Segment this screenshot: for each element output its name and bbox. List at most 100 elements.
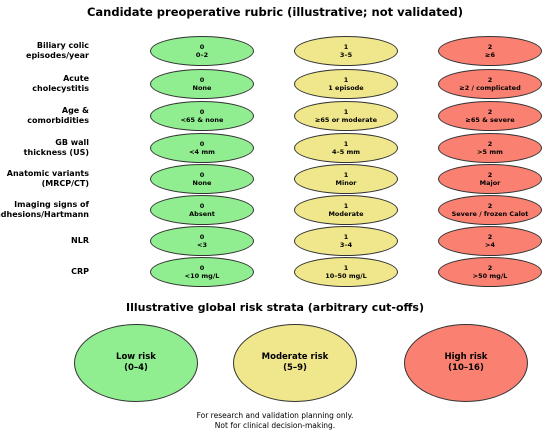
row-label-crp: CRP	[0, 267, 89, 277]
score-1-cell: 1 1 episode	[294, 69, 398, 99]
score-value: 0	[199, 42, 205, 51]
row-label-age-comorbidities: Age & comorbidities	[0, 106, 89, 126]
score-criterion: Minor	[335, 179, 357, 187]
rubric-title: Candidate preoperative rubric (illustrat…	[86, 5, 464, 19]
score-0-cell: 0 <10 mg/L	[150, 257, 254, 287]
score-criterion: 1 episode	[328, 84, 364, 92]
score-criterion: <3	[197, 241, 207, 249]
row-label-line-2: episodes/year	[26, 51, 89, 60]
row-label-gb-wall: GB wall thickness (US)	[0, 138, 89, 158]
disclaimer-footer: For research and validation planning onl…	[0, 411, 550, 430]
score-1-cell: 1 ≥65 or moderate	[294, 101, 398, 131]
score-0-cell: 0 <65 & none	[150, 101, 254, 131]
row-label-line-1: Age &	[61, 106, 89, 115]
score-value: 0	[199, 170, 205, 179]
score-value: 1	[343, 170, 349, 179]
score-value: 1	[343, 263, 349, 272]
score-2-cell: 2 >4	[438, 226, 542, 256]
score-1-cell: 1 10–50 mg/L	[294, 257, 398, 287]
score-1-cell: 1 Moderate	[294, 195, 398, 225]
low-risk-stratum: Low risk (0–4)	[74, 324, 198, 402]
score-criterion: None	[192, 179, 212, 187]
stratum-range: (5–9)	[283, 363, 307, 373]
row-label-line-2: adhesions/Hartmann	[0, 210, 89, 219]
score-criterion: 0–2	[195, 51, 209, 59]
score-value: 2	[487, 232, 493, 241]
moderate-risk-stratum: Moderate risk (5–9)	[233, 324, 357, 402]
score-criterion: Absent	[189, 210, 215, 218]
score-criterion: None	[192, 84, 212, 92]
row-label-line-2: comorbidities	[27, 116, 89, 125]
row-label-anatomic-variants: Anatomic variants (MRCP/CT)	[0, 169, 89, 189]
score-value: 2	[487, 170, 493, 179]
footer-line-1: For research and validation planning onl…	[196, 411, 354, 420]
score-2-cell: 2 ≥6	[438, 36, 542, 66]
score-2-cell: 2 ≥2 / complicated	[438, 69, 542, 99]
score-2-cell: 2 Severe / frozen Calot	[438, 195, 542, 225]
score-criterion: ≥6	[485, 51, 495, 59]
score-criterion: Moderate	[328, 210, 364, 218]
row-label-line-1: Acute	[63, 74, 89, 83]
score-value: 0	[199, 75, 205, 84]
row-label-line-1: Imaging signs of	[14, 200, 89, 209]
score-1-cell: 1 4–5 mm	[294, 133, 398, 163]
score-1-cell: 1 Minor	[294, 164, 398, 194]
row-label-biliary-colic: Biliary colic episodes/year	[0, 41, 89, 61]
stratum-range: (0–4)	[124, 363, 148, 373]
score-2-cell: 2 >50 mg/L	[438, 257, 542, 287]
score-criterion: 4–5 mm	[331, 148, 361, 156]
score-value: 0	[199, 263, 205, 272]
score-criterion: 3–5	[339, 51, 353, 59]
score-value: 2	[487, 107, 493, 116]
score-0-cell: 0 0–2	[150, 36, 254, 66]
stratum-range: (10–16)	[448, 363, 484, 373]
row-label-imaging-adhesions: Imaging signs of adhesions/Hartmann	[0, 200, 89, 220]
score-value: 1	[343, 201, 349, 210]
score-value: 1	[343, 139, 349, 148]
score-criterion: <10 mg/L	[184, 272, 220, 280]
score-value: 2	[487, 42, 493, 51]
score-criterion: 3–4	[339, 241, 353, 249]
score-criterion: >4	[485, 241, 495, 249]
score-0-cell: 0 <3	[150, 226, 254, 256]
score-criterion: Severe / frozen Calot	[451, 210, 529, 218]
score-criterion: ≥2 / complicated	[459, 84, 521, 92]
score-criterion: <65 & none	[180, 116, 224, 124]
score-criterion: ≥65 or moderate	[314, 116, 378, 124]
score-2-cell: 2 ≥65 & severe	[438, 101, 542, 131]
score-value: 2	[487, 263, 493, 272]
score-criterion: Major	[479, 179, 501, 187]
score-1-cell: 1 3–5	[294, 36, 398, 66]
score-value: 1	[343, 75, 349, 84]
row-label-line-2: (MRCP/CT)	[41, 179, 89, 188]
row-label-acute-cholecystitis: Acute cholecystitis	[0, 74, 89, 94]
row-label-line-1: GB wall	[55, 138, 89, 147]
score-2-cell: 2 >5 mm	[438, 133, 542, 163]
score-value: 0	[199, 139, 205, 148]
row-label-nlr: NLR	[0, 236, 89, 246]
score-0-cell: 0 Absent	[150, 195, 254, 225]
score-value: 1	[343, 42, 349, 51]
score-criterion: >50 mg/L	[472, 272, 508, 280]
row-label-line-2: thickness (US)	[23, 148, 89, 157]
row-label-line-1: Anatomic variants	[6, 169, 89, 178]
score-2-cell: 2 Major	[438, 164, 542, 194]
score-value: 0	[199, 232, 205, 241]
score-0-cell: 0 <4 mm	[150, 133, 254, 163]
score-value: 0	[199, 107, 205, 116]
stratum-label: Moderate risk	[261, 352, 329, 362]
stratum-label: High risk	[444, 352, 488, 362]
score-value: 2	[487, 139, 493, 148]
score-value: 1	[343, 232, 349, 241]
row-label-line-1: CRP	[71, 267, 89, 276]
score-criterion: >5 mm	[477, 148, 503, 156]
strata-title: Illustrative global risk strata (arbitra…	[125, 301, 425, 314]
score-criterion: 10–50 mg/L	[325, 272, 367, 280]
score-value: 2	[487, 75, 493, 84]
score-0-cell: 0 None	[150, 69, 254, 99]
high-risk-stratum: High risk (10–16)	[404, 324, 528, 402]
score-value: 2	[487, 201, 493, 210]
score-0-cell: 0 None	[150, 164, 254, 194]
score-criterion: <4 mm	[189, 148, 215, 156]
score-value: 1	[343, 107, 349, 116]
